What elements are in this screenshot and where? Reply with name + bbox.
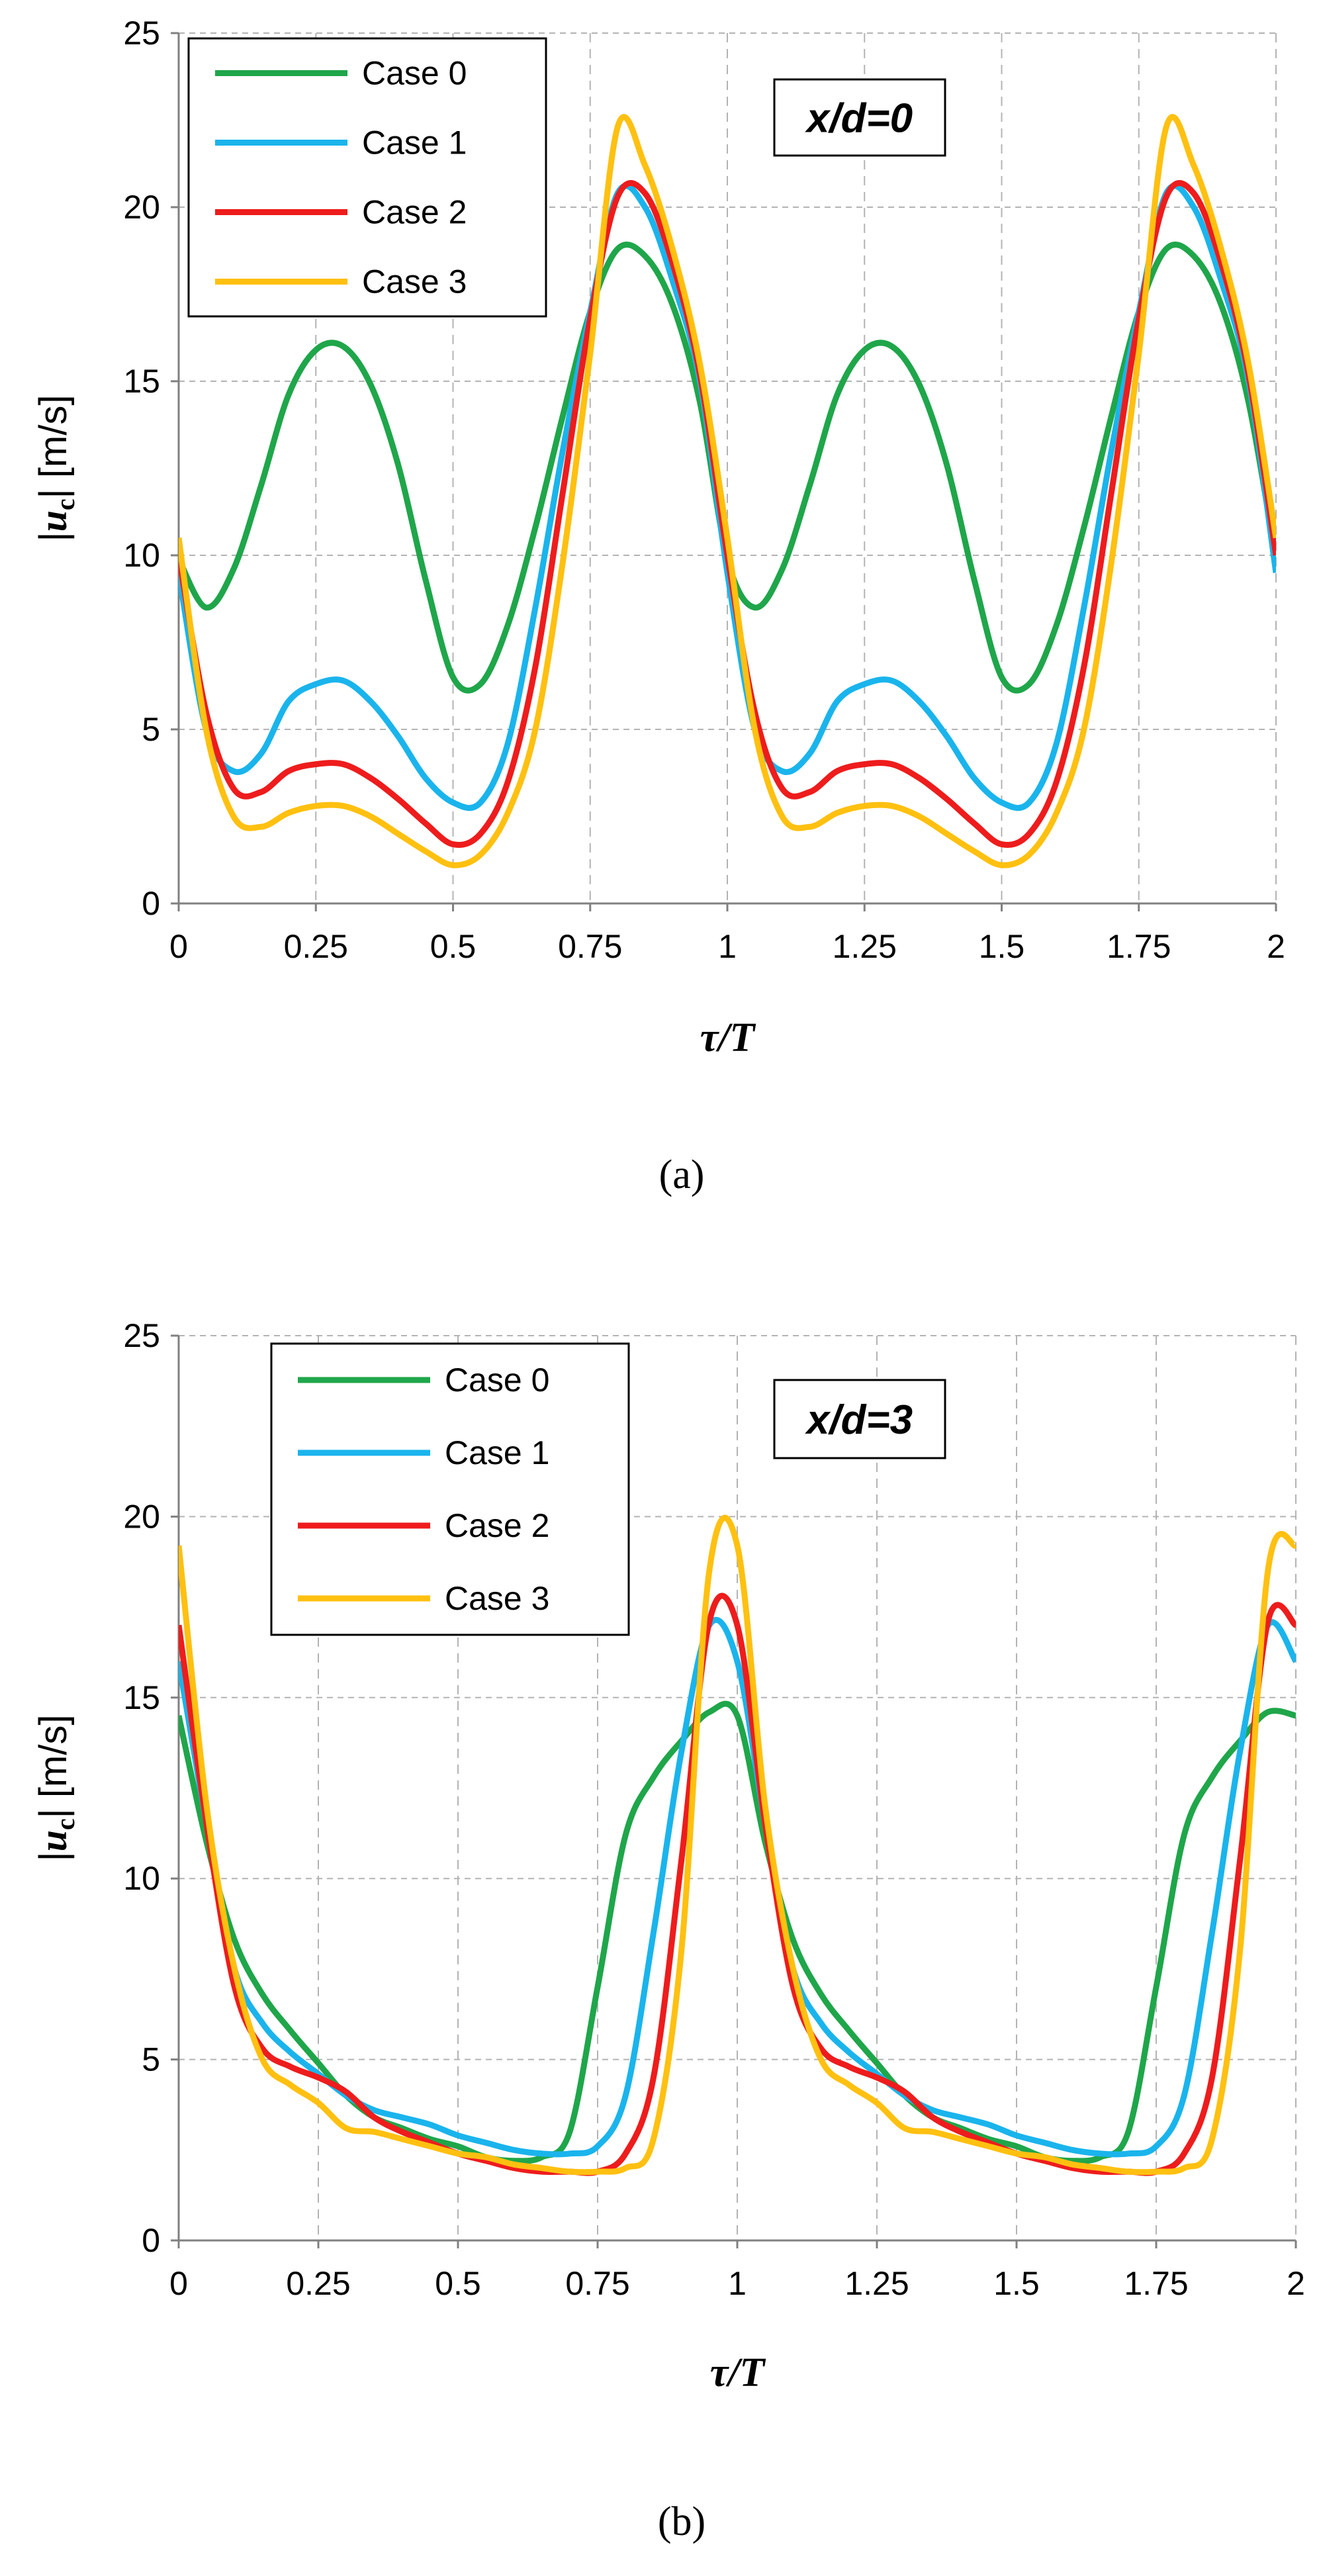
y-tick-label: 10 [123, 1860, 160, 1897]
chart-panel-b: 0 5 10 15 20 25 0 0.25 0.5 0.75 1 1.25 1.5 1.75 2 τ/T |u… [32, 1317, 1305, 2544]
x-axis-label: τ/T [700, 1015, 756, 1060]
series-line-case-3 [179, 114, 1276, 868]
x-tick-label: 1.25 [833, 928, 897, 965]
legend-label: Case 1 [362, 124, 467, 161]
legend-label: Case 0 [362, 55, 467, 92]
x-tick-label: 1.75 [1107, 928, 1171, 965]
y-label-symbol: u [32, 1830, 75, 1851]
y-label-open: | [32, 1851, 75, 1861]
legend: Case 0 Case 1 Case 2 Case 3 [270, 1342, 630, 1636]
chart-panel-a: 0 5 10 15 20 25 0 0.25 0.5 0.75 1 1.25 1.5 1.75 2 τ/T |u… [32, 15, 1285, 1197]
legend-label: Case 3 [445, 1580, 549, 1617]
legend-box [270, 1342, 630, 1636]
y-tick-label: 20 [123, 1498, 160, 1535]
x-tick-label: 2 [1267, 928, 1285, 965]
y-tick-label: 25 [123, 1317, 160, 1354]
x-tick-label: 1.75 [1124, 2265, 1188, 2302]
legend-label: Case 2 [362, 194, 467, 231]
legend-box [187, 37, 547, 318]
y-tick-label: 0 [142, 2222, 160, 2259]
y-label-open: | [32, 531, 75, 541]
x-tick-label: 0.5 [435, 2265, 481, 2302]
y-label-close: | [m/s] [32, 395, 75, 499]
y-tick-label: 15 [123, 363, 160, 400]
annotation-box [773, 1379, 946, 1459]
y-axis-label: |uc| [m/s] [32, 1715, 80, 1862]
annotation-label: x/d=0 [805, 96, 913, 142]
x-tick-label: 1.5 [979, 928, 1025, 965]
y-tick-label: 15 [123, 1679, 160, 1716]
y-label-subscript: c [50, 498, 80, 510]
x-tick-label: 0.75 [558, 928, 622, 965]
x-tick-label: 1.5 [993, 2265, 1040, 2302]
series-line-case-3 [179, 1514, 1296, 2176]
x-axis-label: τ/T [710, 2350, 766, 2395]
y-tick-label: 5 [142, 2041, 160, 2078]
x-tick-label: 0 [169, 928, 188, 965]
y-tick-label: 25 [123, 15, 160, 52]
panel-label: (a) [659, 1152, 705, 1197]
legend-label: Case 3 [362, 263, 467, 300]
x-tick-label: 1 [728, 2265, 747, 2302]
x-tick-label: 1 [718, 928, 737, 965]
y-tick-label: 5 [142, 711, 160, 748]
y-tick-label: 20 [123, 189, 160, 226]
y-tick-label: 0 [142, 885, 160, 922]
x-tick-label: 0 [169, 2265, 188, 2302]
y-tick-label: 10 [123, 537, 160, 574]
legend-label: Case 2 [445, 1507, 549, 1544]
x-tick-label: 0.75 [565, 2265, 629, 2302]
x-tick-label: 0.5 [430, 928, 477, 965]
y-axis-label: |uc| [m/s] [32, 395, 80, 542]
y-label-subscript: c [50, 1818, 80, 1830]
y-label-close: | [m/s] [32, 1715, 75, 1819]
legend-label: Case 0 [445, 1361, 549, 1399]
legend: Case 0 Case 1 Case 2 Case 3 [187, 37, 547, 318]
panel-label: (b) [658, 2499, 705, 2544]
annotation-label: x/d=3 [805, 1397, 913, 1443]
y-label-symbol: u [32, 510, 75, 531]
x-tick-label: 1.25 [844, 2265, 909, 2302]
annotation-box [773, 78, 946, 157]
x-tick-label: 0.25 [284, 928, 348, 965]
x-tick-label: 2 [1287, 2265, 1305, 2302]
x-tick-label: 0.25 [286, 2265, 350, 2302]
legend-label: Case 1 [445, 1434, 549, 1471]
